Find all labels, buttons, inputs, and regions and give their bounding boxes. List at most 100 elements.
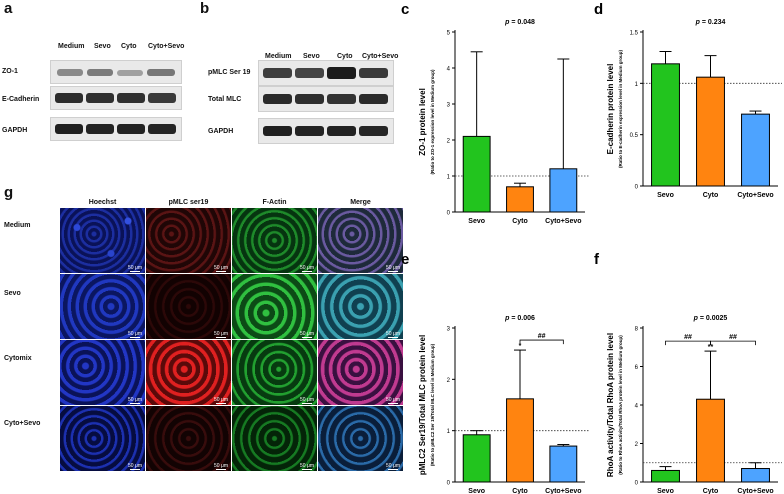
y-tick-label-e: 1 [447, 429, 451, 435]
y-tick-label-d: 0 [635, 185, 639, 191]
bracket-label-f: ## [729, 334, 737, 341]
panel-letter-c: c [401, 1, 409, 18]
blot-a-col-sevo: Sevo [94, 43, 111, 50]
significance-bracket-e [519, 339, 564, 345]
chart-e: e p = 0.006 0 1 2 3 Sevo Cyto Cyto+Sevo * ## pMLC2 … [401, 251, 589, 494]
micro-tile-medium-factin: 50 μm [232, 208, 317, 273]
p-value-c: p = 0.048 [504, 19, 535, 26]
micro-tile-cytomix-pmlc: 50 μm [146, 340, 231, 405]
y-axis-subtitle-e: (Ratio to pMLC2 Ser 19/Total MLC level i… [430, 343, 435, 466]
category-label-e-0: Sevo [468, 488, 485, 494]
blot-b-col-cyto-sevo: Cyto+Sevo [362, 53, 399, 60]
y-axis-title-e: pMLC2 Ser19/Total MLC protein level [418, 335, 427, 475]
y-tick-label-e: 3 [447, 327, 451, 333]
blot-a-ecadherin [50, 86, 182, 110]
y-tick-label-c: 1 [447, 175, 451, 181]
significance-star-f: ** [708, 344, 714, 351]
y-tick-label-c: 4 [447, 67, 451, 73]
significance-star-e: * [519, 343, 522, 350]
y-axis-subtitle-f: (Ratio to RhoA activity/Total RhoA prote… [618, 335, 623, 475]
micro-tile-sevo-pmlc: 50 μm [146, 274, 231, 339]
blot-b-row-pmlc: pMLC Ser 19 [208, 69, 251, 76]
panel-letter-b: b [200, 0, 210, 17]
blot-a-gapdh [50, 117, 182, 141]
micro-tile-cytosevo-factin: 50 μm [232, 406, 317, 471]
micro-tile-cytomix-hoechst: 50 μm [60, 340, 145, 405]
blot-a-row-ecadherin: E-Cadherin [2, 96, 40, 103]
bar-c-1 [506, 186, 534, 213]
y-axis-subtitle-d: (Ratio to E-cadherin expression level in… [618, 49, 623, 168]
micro-tile-cytomix-merge: 50 μm [318, 340, 403, 405]
p-value-e: p = 0.006 [504, 315, 535, 322]
y-tick-label-f: 6 [635, 365, 639, 371]
category-label-e-2: Cyto+Sevo [545, 488, 581, 494]
blot-a-row-gapdh: GAPDH [2, 127, 28, 134]
blot-a-row-zo1: ZO-1 [2, 68, 18, 75]
blot-b-row-totalmlc: Total MLC [208, 96, 242, 103]
chart-f: f p = 0.0025 0 2 4 6 8 Sevo Cyto Cyto+Sevo ** ## ## R… [594, 251, 782, 494]
micro-tile-sevo-merge: 50 μm [318, 274, 403, 339]
panel-letter-g: g [4, 184, 14, 201]
y-axis-title-f: RhoA activity/Total RhoA protein level [606, 333, 615, 477]
micro-col-factin: F-Actin [262, 199, 287, 206]
category-label-c-0: Sevo [468, 218, 485, 225]
micro-tile-cytosevo-pmlc: 50 μm [146, 406, 231, 471]
y-tick-label-c: 0 [447, 211, 451, 217]
blot-a-col-cyto-sevo: Cyto+Sevo [148, 43, 185, 50]
blot-b-pmlc [258, 60, 394, 86]
micro-row-cyto-sevo: Cyto+Sevo [4, 420, 41, 427]
category-label-f-2: Cyto+Sevo [737, 488, 773, 494]
micro-tile-medium-pmlc: 50 μm [146, 208, 231, 273]
bar-f-2 [741, 468, 770, 483]
blot-b-totalmlc [258, 86, 394, 112]
bracket-label-f: ## [684, 334, 692, 341]
bar-c-2 [549, 168, 578, 213]
micro-col-pmlc: pMLC ser19 [168, 199, 209, 206]
panel-letter-e: e [401, 251, 409, 268]
blot-b-col-sevo: Sevo [303, 53, 320, 60]
blot-b-gapdh [258, 118, 394, 144]
y-tick-label-c: 3 [447, 103, 451, 109]
blot-a-col-cyto: Cyto [121, 43, 137, 50]
y-tick-label-e: 0 [447, 481, 451, 487]
micro-col-hoechst: Hoechst [88, 199, 117, 206]
blot-b-col-medium: Medium [265, 53, 292, 60]
chart-d: d p = 0.234 0 0.5 1 1.5 Sevo Cyto Cyto+Sevo E-cad… [594, 1, 782, 199]
chart-c: c p = 0.048 0 1 2 3 4 5 Sevo Cyto Cyto+Sevo ZO-1 pr… [401, 1, 589, 225]
micro-tile-cytomix-factin: 50 μm [232, 340, 317, 405]
y-tick-label-f: 4 [635, 404, 639, 410]
bar-e-1 [506, 398, 534, 483]
category-label-f-0: Sevo [657, 488, 674, 494]
y-tick-label-c: 2 [447, 139, 451, 145]
bracket-label-e: ## [538, 333, 546, 340]
y-tick-label-f: 2 [635, 442, 639, 448]
micro-tile-medium-merge: 50 μm [318, 208, 403, 273]
bar-d-0 [651, 63, 680, 187]
category-label-e-1: Cyto [512, 488, 528, 494]
micro-row-sevo: Sevo [4, 290, 21, 297]
bar-d-2 [741, 113, 770, 187]
y-tick-label-d: 0.5 [630, 133, 639, 139]
y-tick-label-e: 2 [447, 378, 451, 384]
category-label-c-2: Cyto+Sevo [545, 218, 581, 225]
y-tick-label-c: 5 [447, 31, 451, 37]
micro-row-medium: Medium [4, 222, 31, 229]
y-tick-label-d: 1 [635, 82, 639, 88]
bar-f-0 [651, 469, 680, 483]
micro-row-cytomix: Cytomix [4, 355, 32, 362]
category-label-c-1: Cyto [512, 218, 528, 225]
micro-tile-cytosevo-merge: 50 μm [318, 406, 403, 471]
p-value-d: p = 0.234 [695, 19, 726, 26]
bar-f-1 [696, 398, 725, 483]
y-tick-label-f: 8 [635, 327, 639, 333]
y-tick-label-d: 1.5 [630, 31, 639, 37]
micro-tile-medium-hoechst: 50 μm [60, 208, 145, 273]
blot-a-zo1 [50, 60, 182, 84]
panel-letter-d: d [594, 1, 603, 18]
y-axis-title-d: E-cadherin protein level [606, 64, 615, 155]
bar-e-0 [462, 434, 491, 483]
category-label-d-0: Sevo [657, 192, 674, 199]
micro-tile-sevo-hoechst: 50 μm [60, 274, 145, 339]
category-label-d-1: Cyto [703, 192, 719, 199]
bar-d-1 [696, 76, 725, 187]
